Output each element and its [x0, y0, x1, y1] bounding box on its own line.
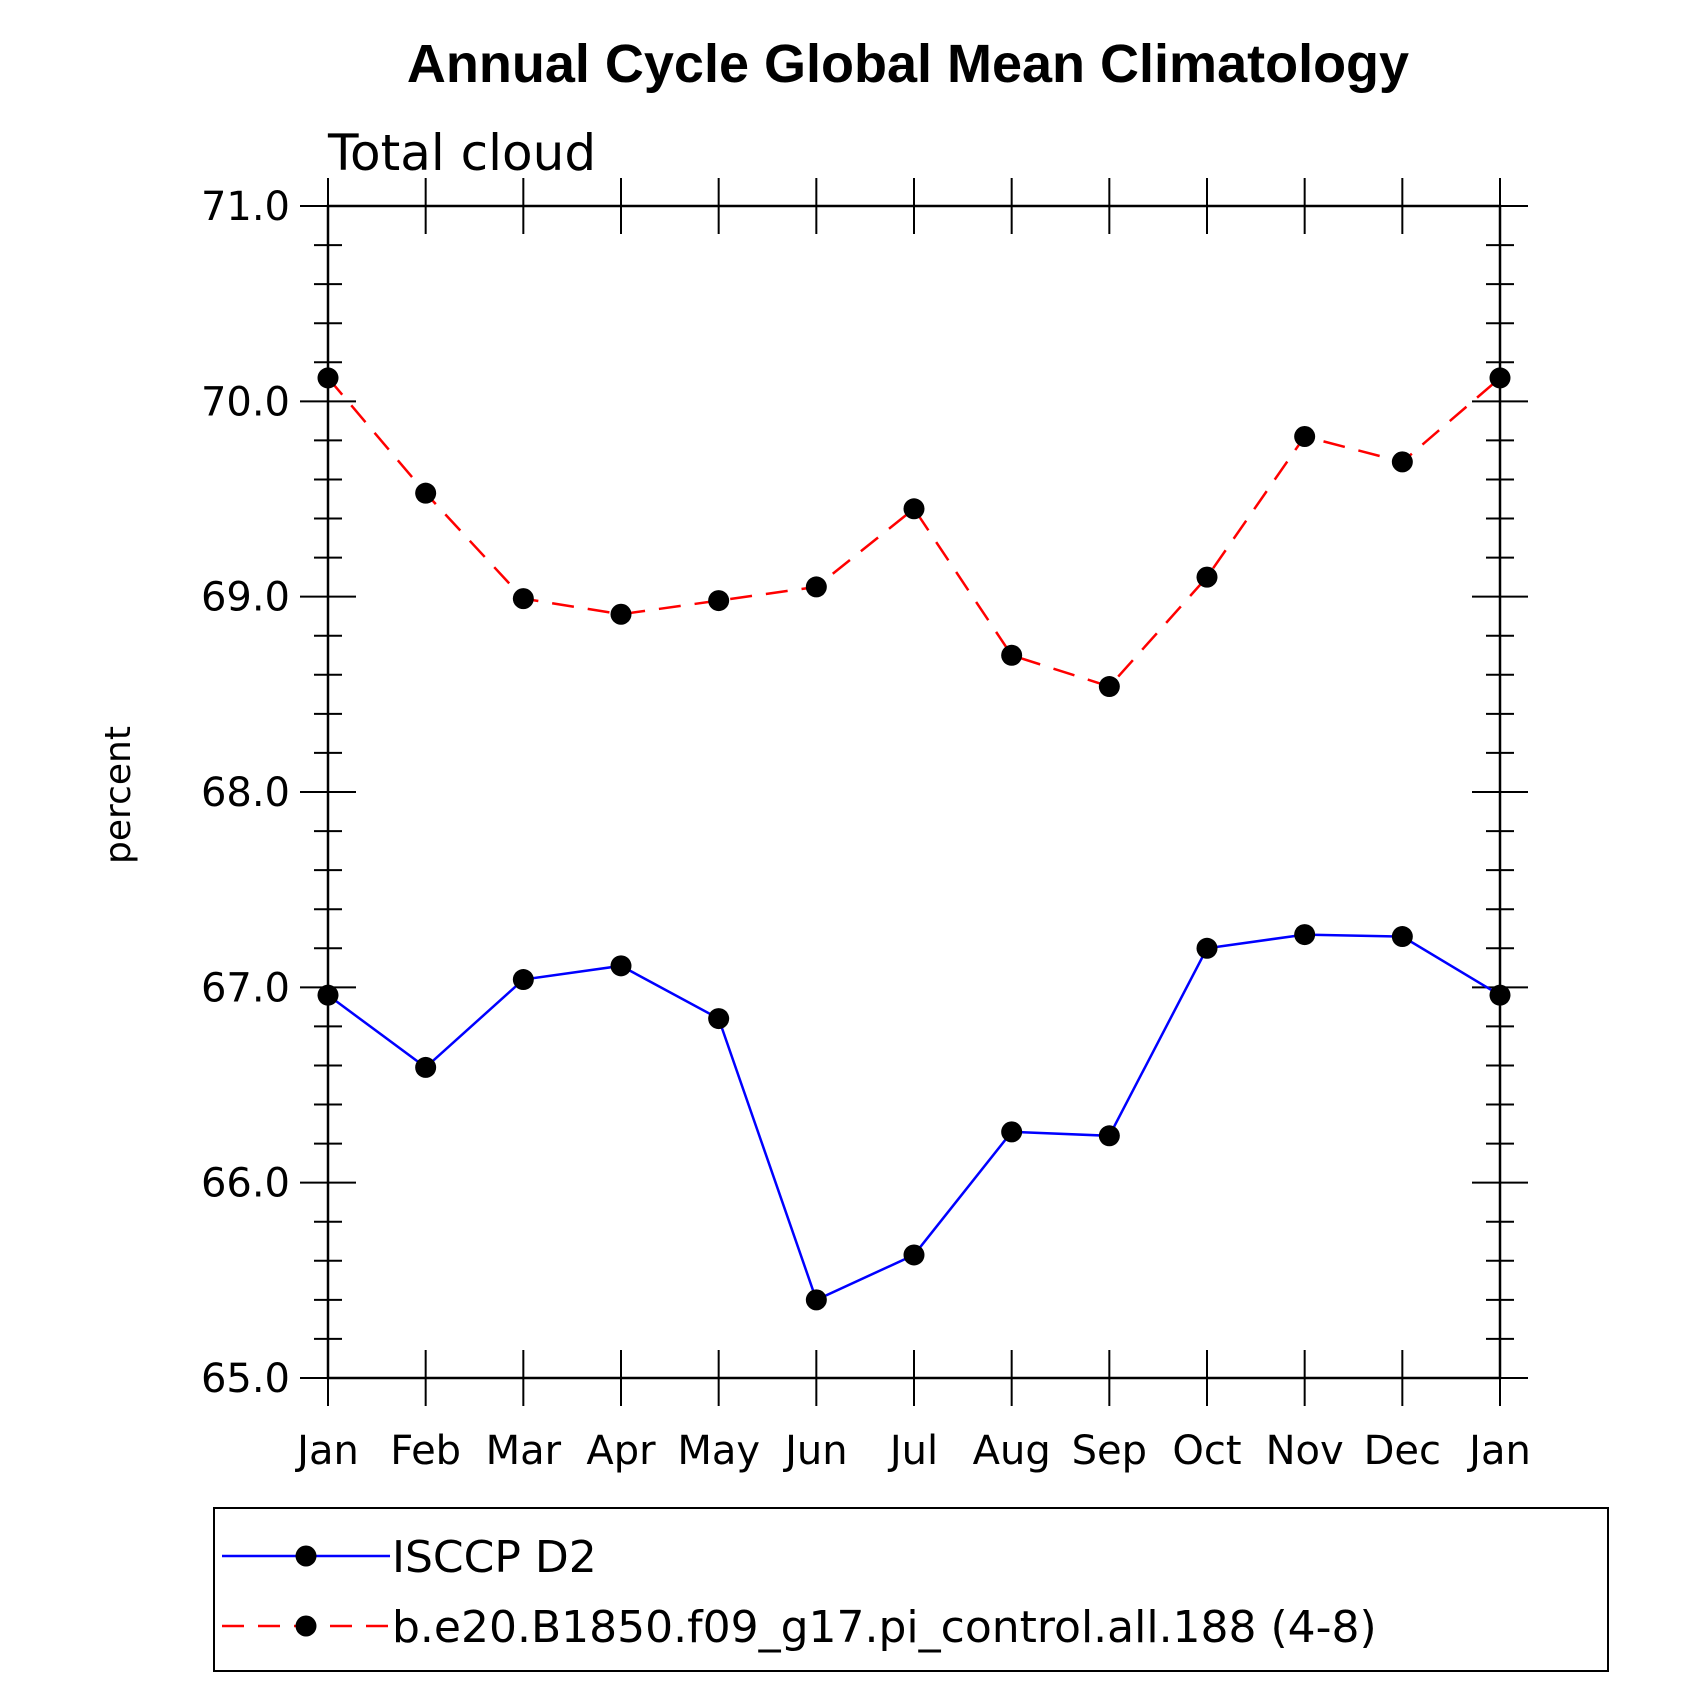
- legend: ISCCP D2 b.e20.B1850.f09_g17.pi_control.a…: [213, 1507, 1609, 1672]
- chart-title: Annual Cycle Global Mean Climatology: [407, 34, 1409, 94]
- x-tick-label: Sep: [1072, 1428, 1147, 1474]
- series-1-point: [317, 984, 339, 1006]
- series-2-point: [512, 588, 534, 610]
- x-tick-label: Mar: [486, 1428, 562, 1474]
- legend-label-2: b.e20.B1850.f09_g17.pi_control.all.188 (…: [392, 1602, 1377, 1653]
- series-1-point: [1489, 984, 1511, 1006]
- legend-box: [213, 1507, 1609, 1672]
- y-tick-label: 70.0: [201, 379, 290, 425]
- axes: 65.0 66.0 67.0 68.0 69.0 70.0 71.0 Jan Feb Mar Apr…: [201, 178, 1531, 1474]
- plot-frame: [326, 204, 1502, 1380]
- series-1-point: [610, 955, 632, 977]
- x-tick-label: May: [677, 1428, 760, 1474]
- series-1-point: [512, 969, 534, 991]
- series-1-point: [1098, 1125, 1120, 1147]
- x-tick-label: Apr: [586, 1428, 656, 1474]
- x-tick-label: Aug: [973, 1428, 1051, 1474]
- y-tick-label: 66.0: [201, 1161, 290, 1207]
- series-2-point: [317, 367, 339, 389]
- series-layer: [317, 367, 1511, 1311]
- series-1-point: [1196, 937, 1218, 959]
- x-tick-label: Oct: [1172, 1428, 1241, 1474]
- series-2-point: [1391, 451, 1413, 473]
- series-1-point: [1001, 1121, 1023, 1143]
- x-tick-label: Nov: [1266, 1428, 1344, 1474]
- series-2-point: [1489, 367, 1511, 389]
- legend-marker-2: [295, 1615, 317, 1637]
- x-tick-label: Dec: [1364, 1428, 1441, 1474]
- chart-subtitle: Total cloud: [327, 124, 596, 182]
- series-2-point: [903, 498, 925, 520]
- x-tick-label: Jul: [887, 1428, 938, 1474]
- legend-marker-1: [295, 1545, 317, 1567]
- series-2-point: [610, 603, 632, 625]
- series-2-point: [1196, 566, 1218, 588]
- series-line-2: [327, 376, 1501, 688]
- series-1-point: [708, 1008, 730, 1030]
- series-1-point: [903, 1244, 925, 1266]
- x-tick-label: Feb: [390, 1428, 461, 1474]
- series-2-point: [1098, 676, 1120, 698]
- x-tick-label: Jan: [1466, 1428, 1531, 1474]
- y-tick-label: 69.0: [201, 575, 290, 621]
- x-tick-label: Jan: [294, 1428, 359, 1474]
- series-1-point: [805, 1289, 827, 1311]
- y-axis-label: percent: [98, 726, 139, 864]
- series-1-point: [1391, 926, 1413, 948]
- series-1-point: [1294, 924, 1316, 946]
- legend-label-1: ISCCP D2: [392, 1532, 597, 1583]
- series-2-point: [1294, 425, 1316, 447]
- series-2-point: [1001, 644, 1023, 666]
- series-2-point: [805, 576, 827, 598]
- y-tick-label: 68.0: [201, 770, 290, 816]
- series-1-point: [415, 1056, 437, 1078]
- y-tick-label: 67.0: [201, 965, 290, 1011]
- series-2-point: [415, 482, 437, 504]
- series-2-point: [708, 590, 730, 612]
- y-tick-label: 65.0: [201, 1356, 290, 1402]
- x-tick-label: Jun: [782, 1428, 848, 1474]
- y-tick-label: 71.0: [201, 184, 290, 230]
